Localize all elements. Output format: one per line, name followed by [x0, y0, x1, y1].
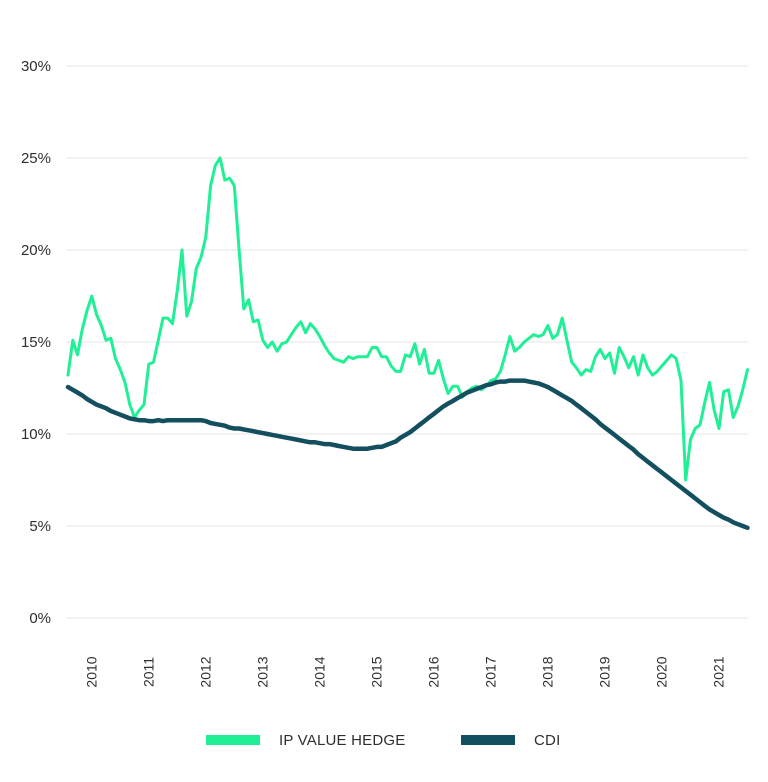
series-lines [65, 156, 750, 531]
x-tick-label: 2020 [653, 656, 669, 687]
x-tick-label: 2010 [83, 656, 99, 687]
legend-item-cdi[interactable]: CDI [461, 728, 560, 752]
x-tick-label: 2018 [539, 656, 555, 687]
x-tick-label: 2019 [596, 656, 612, 687]
y-tick-label: 10% [21, 426, 51, 443]
y-axis-ticks: 0% 5% 10% 15% 20% 25% 30% [21, 58, 51, 627]
y-tick-label: 25% [21, 150, 51, 167]
x-tick-label: 2012 [197, 656, 213, 687]
y-tick-label: 5% [29, 518, 51, 535]
legend-label-cdi: CDI [534, 731, 561, 749]
x-tick-label: 2014 [311, 656, 327, 687]
series-line-ip-value-hedge [66, 156, 749, 482]
series-line-cdi [65, 378, 750, 531]
y-tick-label: 15% [21, 334, 51, 351]
gridlines [66, 65, 748, 619]
legend-item-ip-value-hedge[interactable]: IP VALUE HEDGE [206, 728, 405, 752]
x-tick-label: 2017 [482, 656, 498, 687]
x-tick-label: 2021 [710, 656, 726, 687]
x-tick-label: 2016 [425, 656, 441, 687]
y-tick-label: 30% [21, 58, 51, 75]
legend-swatch-cdi [461, 735, 515, 745]
legend: IP VALUE HEDGE CDI [0, 728, 768, 752]
legend-label-ip-value-hedge: IP VALUE HEDGE [279, 731, 406, 749]
x-axis-ticks: 2010 2011 2012 2013 2014 2015 2016 2017 2018 2019… [83, 656, 726, 687]
legend-swatch-ip-value-hedge [206, 735, 260, 745]
y-tick-label: 20% [21, 242, 51, 259]
x-tick-label: 2013 [254, 656, 270, 687]
x-tick-label: 2011 [140, 657, 156, 687]
x-tick-label: 2015 [368, 656, 384, 687]
y-tick-label: 0% [29, 610, 51, 627]
